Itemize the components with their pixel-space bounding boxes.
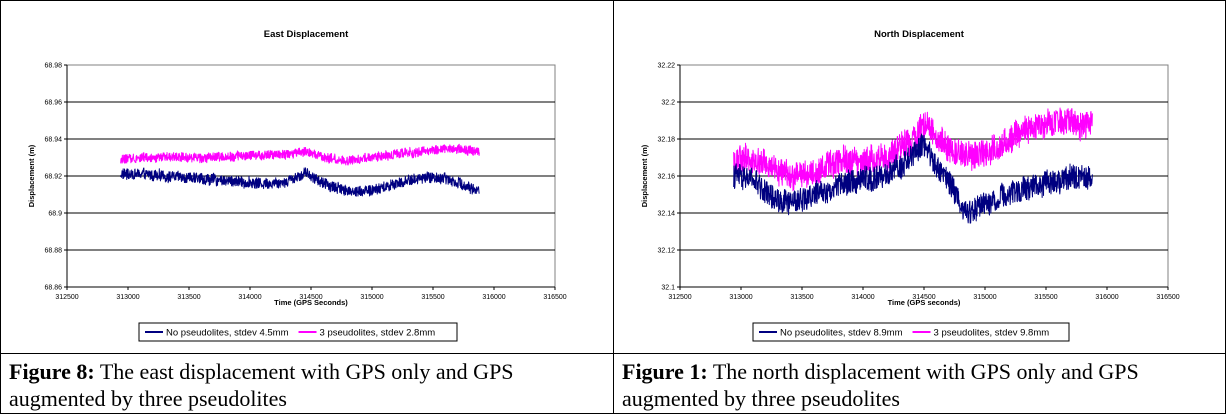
y-tick-label: 32.2 — [661, 100, 675, 107]
y-tick-label: 68.9 — [48, 211, 62, 218]
north-caption: Figure 1: The north displacement with GP… — [622, 358, 1217, 412]
series-line — [733, 133, 1093, 224]
x-tick-label: 315500 — [421, 294, 444, 301]
chart-title: East Displacement — [264, 29, 349, 40]
legend-label: No pseudolites, stdev 4.5mm — [166, 328, 289, 339]
y-tick-label: 32.1 — [661, 285, 675, 292]
chart-title: North Displacement — [874, 29, 965, 40]
y-tick-label: 32.18 — [657, 137, 675, 144]
x-tick-label: 312500 — [55, 294, 78, 301]
x-tick-label: 315000 — [973, 294, 996, 301]
series-line — [120, 143, 480, 166]
east-figure-cell: East Displacement 68.86 68.88 68.9 68.92 68.9… — [0, 0, 614, 354]
east-caption: Figure 8: The east displacement with GPS… — [9, 358, 605, 412]
x-tick-label: 314500 — [299, 294, 322, 301]
x-axis-label: Time (GPS seconds) — [888, 298, 961, 307]
x-tick-label: 314500 — [912, 294, 935, 301]
y-tick-label: 32.12 — [657, 248, 675, 255]
x-tick-label: 315500 — [1034, 294, 1057, 301]
x-axis-label: Time (GPS Seconds) — [274, 298, 348, 307]
legend: No pseudolites, stdev 4.5mm 3 pseudolites… — [138, 322, 458, 342]
north-displacement-chart: North Displacement 32.1 32.12 32.14 32.16 32.… — [640, 29, 1180, 342]
caption-text: The east displacement with GPS only and … — [9, 359, 514, 411]
caption-label: Figure 1: — [622, 359, 708, 384]
y-axis-label: Displacement (m) — [640, 144, 649, 207]
x-tick-label: 314000 — [238, 294, 261, 301]
caption-text: The north displacement with GPS only and… — [622, 359, 1139, 411]
caption-label: Figure 8: — [9, 359, 95, 384]
x-tick-label: 313500 — [790, 294, 813, 301]
north-caption-cell: Figure 1: The north displacement with GP… — [613, 353, 1226, 414]
y-tick-label: 32.14 — [657, 211, 675, 218]
east-displacement-chart: East Displacement 68.86 68.88 68.9 68.92 68.9… — [27, 29, 567, 342]
legend-box — [138, 322, 458, 342]
y-tick-label: 68.88 — [44, 248, 62, 255]
x-tick-label: 316500 — [1156, 294, 1179, 301]
legend-box — [752, 322, 1070, 342]
y-tick-label: 68.92 — [44, 174, 62, 181]
y-tick-label: 68.94 — [44, 137, 62, 144]
x-tick-label: 313000 — [729, 294, 752, 301]
x-tick-label: 316000 — [1095, 294, 1118, 301]
series-line — [120, 167, 480, 197]
y-tick-label: 68.98 — [44, 63, 62, 70]
north-figure-cell: North Displacement 32.1 32.12 32.14 32.16 32.… — [613, 0, 1226, 354]
x-tick-label: 316500 — [543, 294, 566, 301]
legend-label: 3 pseudolites, stdev 9.8mm — [934, 328, 1050, 339]
x-tick-label: 313000 — [116, 294, 139, 301]
y-axis-label: Displacement (m) — [27, 144, 36, 207]
legend-label: No pseudolites, stdev 8.9mm — [780, 328, 903, 339]
series-line — [733, 107, 1093, 192]
x-tick-label: 313500 — [177, 294, 200, 301]
y-tick-label: 68.86 — [44, 285, 62, 292]
x-tick-label: 315000 — [360, 294, 383, 301]
x-tick-label: 312500 — [668, 294, 691, 301]
x-tick-label: 314000 — [851, 294, 874, 301]
y-tick-label: 32.22 — [657, 63, 675, 70]
legend: No pseudolites, stdev 8.9mm 3 pseudolites… — [752, 322, 1070, 342]
legend-label: 3 pseudolites, stdev 2.8mm — [320, 328, 436, 339]
x-tick-label: 316000 — [482, 294, 505, 301]
y-tick-label: 68.96 — [44, 100, 62, 107]
east-caption-cell: Figure 8: The east displacement with GPS… — [0, 353, 614, 414]
y-tick-label: 32.16 — [657, 174, 675, 181]
